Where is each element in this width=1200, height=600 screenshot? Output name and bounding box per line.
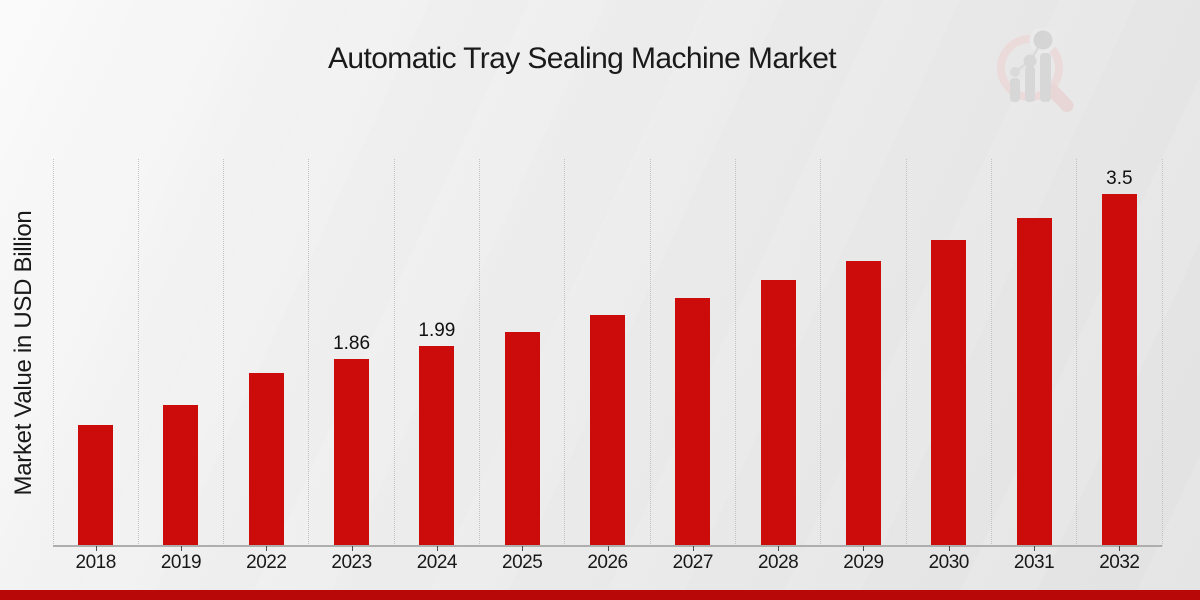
gridline: [905, 159, 907, 546]
x-axis-tick: [607, 546, 609, 551]
bar-2028: [760, 280, 796, 546]
gridline: [223, 159, 225, 546]
gridline: [820, 159, 822, 546]
magnifier-bar-chart-logo-icon: [997, 28, 1074, 112]
x-tick-label-2023: 2023: [331, 552, 372, 573]
bar-2032: [1101, 194, 1137, 546]
gridline: [308, 159, 310, 546]
x-axis-tick: [1119, 546, 1121, 551]
gridline: [1076, 159, 1078, 546]
x-tick-label-2025: 2025: [502, 552, 543, 573]
bar-2029: [845, 261, 881, 546]
bar-2027: [675, 298, 711, 546]
x-axis-tick: [351, 546, 353, 551]
bar-2031: [1016, 218, 1052, 546]
x-axis-tick: [522, 546, 524, 551]
x-tick-label-2028: 2028: [757, 552, 799, 573]
footer-band: [0, 590, 1200, 600]
x-axis-tick: [692, 546, 694, 551]
bar-2030: [931, 240, 967, 546]
x-tick-label-2029: 2029: [843, 552, 884, 573]
chart-title: Automatic Tray Sealing Machine Market: [327, 42, 837, 75]
x-axis: 2018 2019 2022 2023 2024 2025 2026 2027 2028 2029…: [53, 546, 1162, 576]
x-tick-label-2030: 2030: [928, 552, 970, 573]
x-axis-tick: [863, 546, 865, 551]
bar-value-label-2032: 3.5: [1106, 168, 1133, 189]
bar-2018: [78, 425, 114, 546]
bar-2026: [590, 315, 625, 546]
gridline: [137, 159, 139, 546]
x-tick-label-2019: 2019: [160, 552, 202, 573]
gridline: [990, 159, 992, 546]
plot-area: 1.86 1.99 3.5: [52, 159, 1163, 546]
bar-2022: [248, 373, 284, 546]
bar-2025: [504, 332, 540, 546]
x-tick-label-2032: 2032: [1099, 552, 1140, 573]
x-axis-tick: [948, 546, 950, 551]
x-tick-label-2027: 2027: [672, 552, 714, 573]
gridline: [393, 159, 395, 546]
x-axis-tick: [778, 546, 780, 551]
bar-2024: [419, 346, 455, 546]
x-tick-label-2022: 2022: [246, 552, 287, 573]
x-axis-tick: [180, 546, 182, 551]
bar-2023: [334, 359, 370, 546]
bar-value-label-2024: 1.99: [418, 320, 456, 341]
bar-2019: [163, 405, 199, 546]
gridline: [649, 159, 651, 546]
gridline: [734, 159, 736, 546]
x-tick-label-2024: 2024: [416, 552, 458, 573]
gridline: [52, 159, 54, 546]
x-tick-label-2031: 2031: [1013, 552, 1055, 573]
x-axis-tick: [266, 546, 268, 551]
gridline: [479, 159, 481, 546]
x-axis-tick: [436, 546, 438, 551]
x-tick-label-2026: 2026: [587, 552, 628, 573]
x-axis-tick: [1034, 546, 1036, 551]
bar-value-label-2023: 1.86: [333, 333, 371, 354]
y-axis-label: Market Value in USD Billion: [10, 210, 37, 496]
gridline: [564, 159, 566, 546]
gridline: [1161, 159, 1163, 546]
x-axis-tick: [95, 546, 97, 551]
x-tick-label-2018: 2018: [75, 552, 117, 573]
